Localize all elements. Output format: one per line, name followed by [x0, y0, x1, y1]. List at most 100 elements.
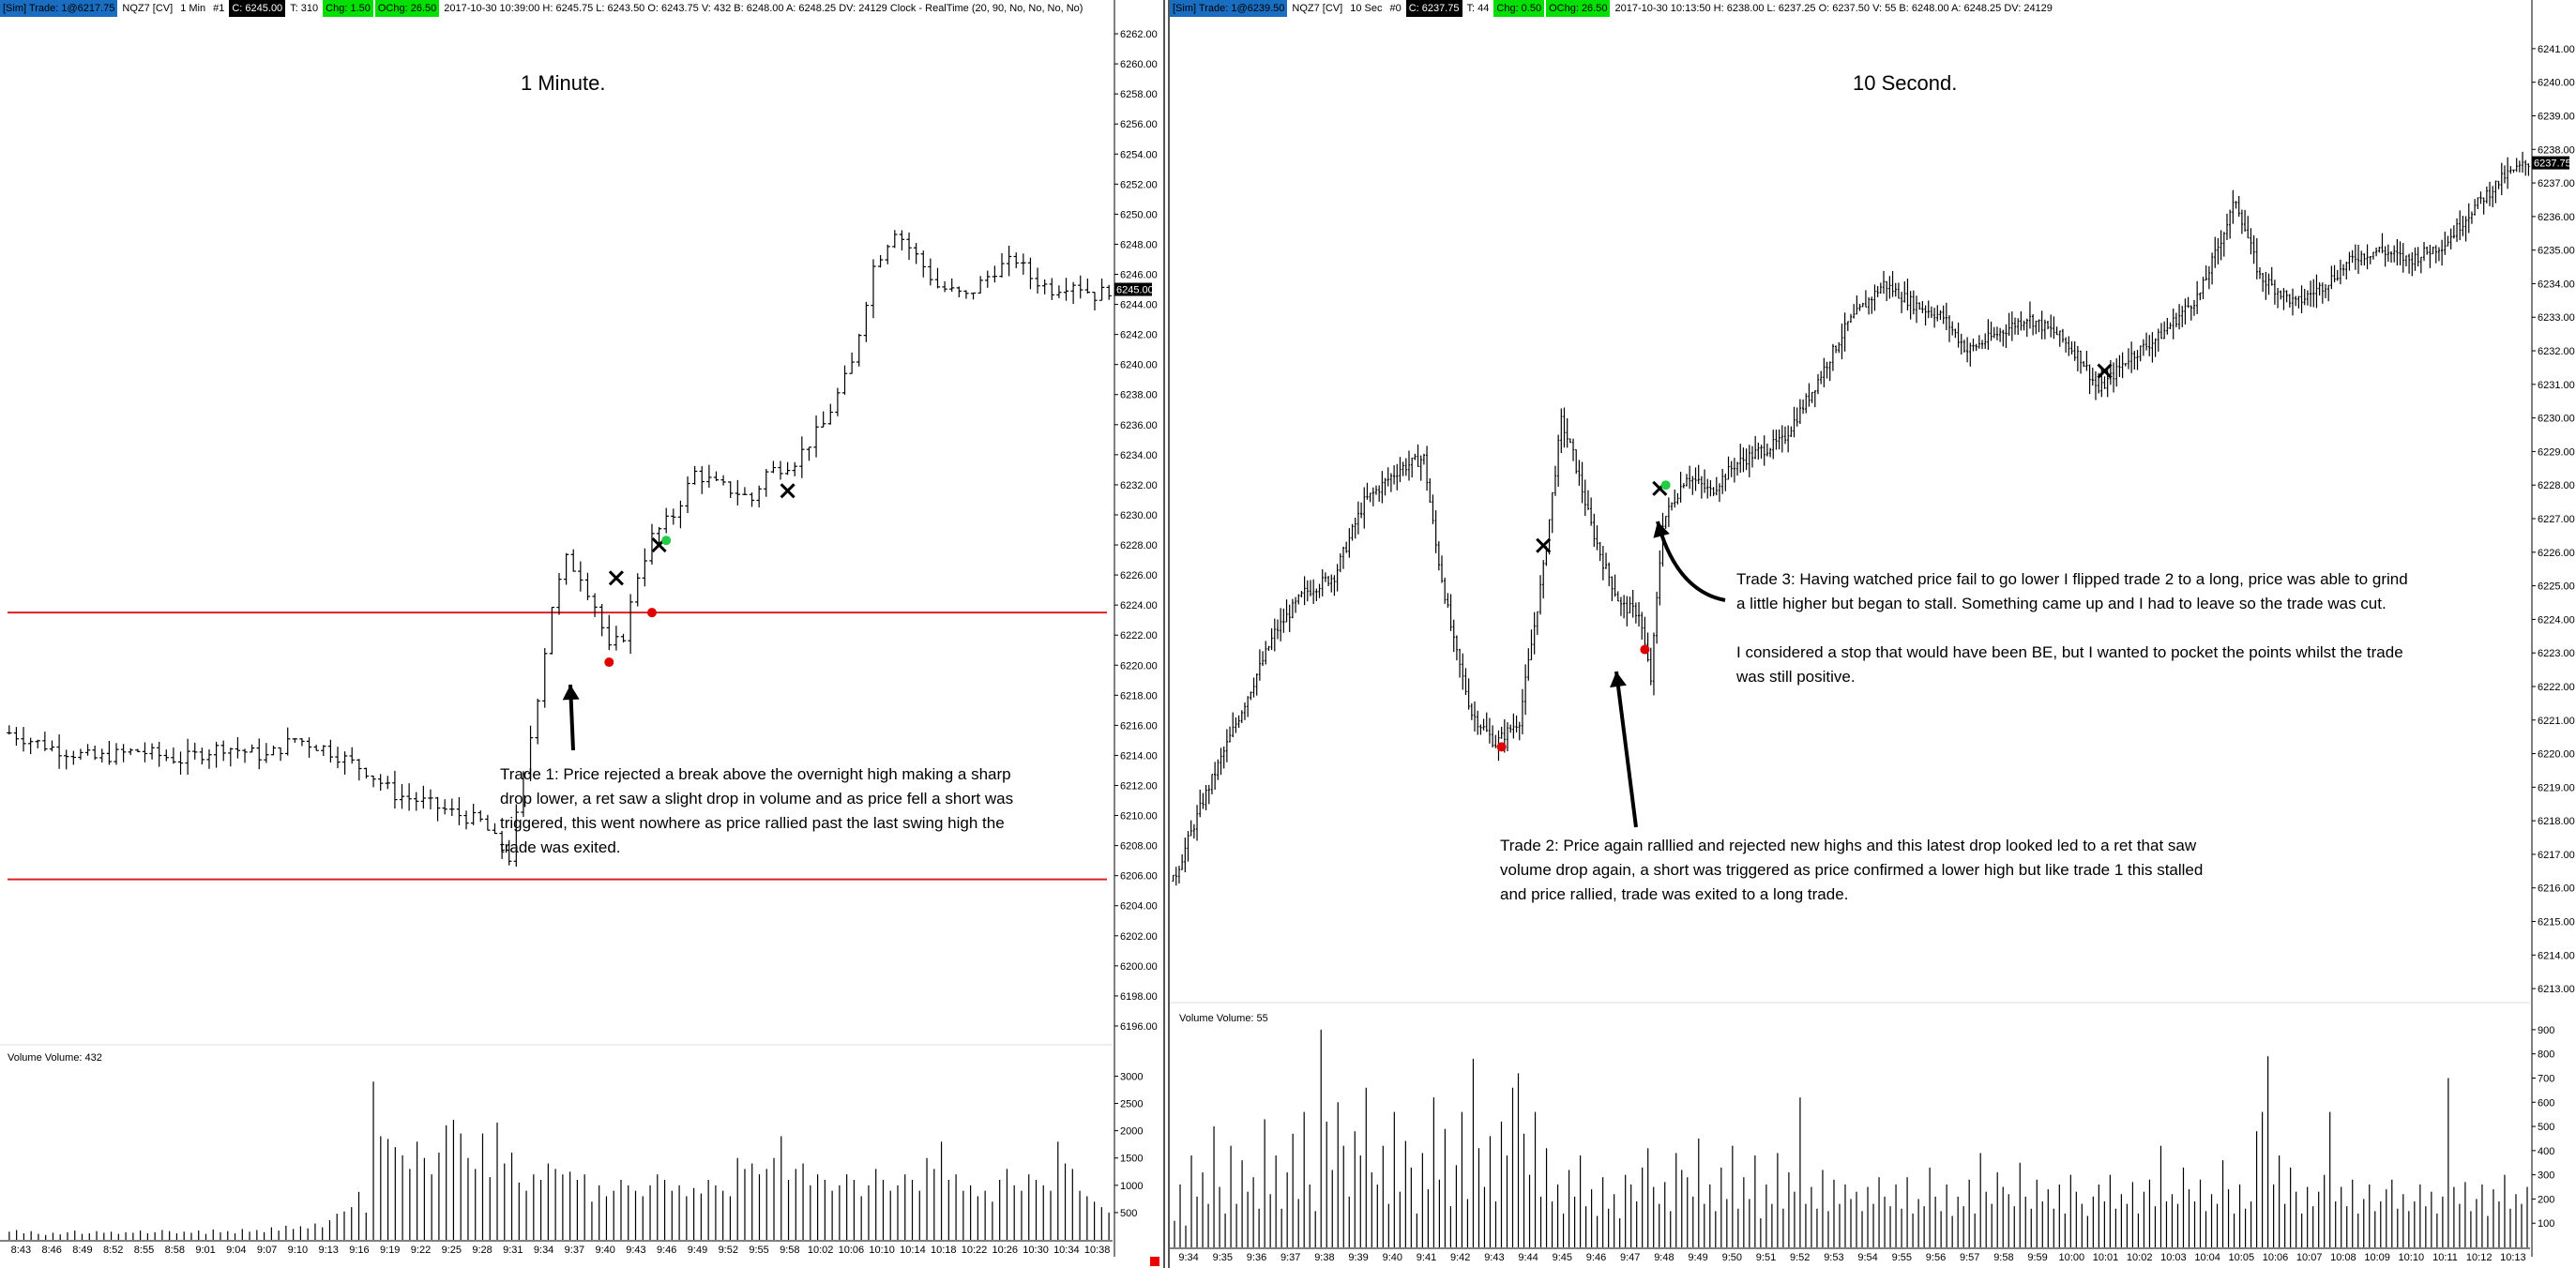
ohlc-bar	[1903, 280, 1906, 303]
ohlc-bar	[1641, 611, 1644, 640]
ohlc-bar	[213, 741, 220, 768]
ohlc-bar	[2488, 181, 2492, 206]
ohlc-bar	[2407, 253, 2411, 274]
price-tick-label: 6239.00	[2538, 111, 2575, 122]
ohlc-bar	[1419, 455, 1422, 481]
ohlc-bar	[1491, 725, 1494, 747]
chart-panel-10sec[interactable]: [Sim] Trade: 1@6239.50 NQZ7 [CV] 10 Sec #0 C…	[1170, 0, 2576, 1268]
ohlc-bar	[1748, 445, 1750, 477]
ohlc-bar	[2222, 232, 2225, 257]
ohlc-bar	[270, 746, 277, 756]
price-tick-label: 6248.00	[1120, 239, 1158, 250]
ohlc-bar	[428, 789, 433, 809]
time-tick-label: 8:52	[103, 1245, 123, 1256]
ohlc-bar	[1084, 278, 1091, 294]
chart-panel-1min[interactable]: [Sim] Trade: 1@6217.75 NQZ7 [CV] 1 Min #1 C:…	[0, 0, 1163, 1268]
price-chart-1min[interactable]: 6262.00 6260.00 6258.00 6256.00 6254.00 6252.…	[0, 0, 1163, 1268]
ohlc-bar	[2419, 256, 2422, 274]
time-tick-label: 9:40	[1383, 1252, 1402, 1263]
ohlc-bar	[2429, 244, 2432, 268]
ohlc-bar	[1440, 555, 1444, 583]
time-tick-label: 9:51	[1756, 1252, 1776, 1263]
ohlc-bar	[1273, 618, 1276, 652]
trade-3-note: Trade 3: Having watched price fail to go…	[1736, 570, 2408, 686]
ohlc-bar	[1192, 823, 1195, 839]
ohlc-bar	[1718, 483, 1721, 503]
ohlc-bar	[2303, 288, 2306, 306]
ohlc-bar	[2366, 244, 2369, 270]
ohlc-bar	[2321, 282, 2324, 304]
ohlc-bar	[2378, 247, 2381, 253]
ohlc-bar	[2142, 339, 2144, 356]
ohlc-bar	[1697, 464, 1700, 485]
ohlc-bar	[1345, 541, 1348, 553]
ohlc-bar	[1500, 726, 1503, 739]
ohlc-bar	[1939, 309, 1942, 320]
panel-divider[interactable]	[1163, 0, 1170, 1268]
ohlc-bar	[2127, 348, 2130, 370]
ohlc-bar	[1995, 326, 1999, 340]
ohlc-bar	[1199, 789, 1202, 818]
ohlc-bar	[1601, 546, 1604, 581]
ohlc-bar	[1243, 702, 1247, 720]
ohlc-bar	[456, 797, 462, 825]
entry-marker	[1496, 742, 1507, 752]
ohlc-bar	[1070, 281, 1076, 305]
volume-tick-label: 700	[2538, 1073, 2554, 1084]
ohlc-bar	[2474, 199, 2477, 216]
ohlc-bar	[1888, 276, 1891, 299]
price-chart-10sec[interactable]: 6241.00 6240.00 6239.00 6238.00 6237.00 6236.…	[1170, 0, 2576, 1268]
ohlc-bar	[1464, 668, 1467, 696]
ohlc-bar	[1856, 295, 1858, 315]
time-tick-label: 9:47	[1620, 1252, 1640, 1263]
ohlc-bar	[256, 738, 262, 770]
ohlc-bar	[1676, 492, 1679, 505]
ohlc-bar	[2500, 162, 2503, 196]
ohlc-bar	[1608, 562, 1611, 587]
price-tick-label: 6216.00	[1120, 720, 1158, 732]
ohlc-bar	[1280, 608, 1282, 642]
ohlc-bar	[1980, 340, 1984, 350]
time-tick-label: 10:06	[2263, 1252, 2289, 1263]
ohlc-bar	[942, 280, 947, 293]
ohlc-bar	[685, 476, 690, 514]
price-tick-label: 6262.00	[1120, 29, 1158, 40]
ohlc-bar	[1291, 598, 1295, 619]
chart-number: #1	[213, 3, 225, 14]
price-tick-label: 6221.00	[2538, 716, 2575, 727]
ohlc-bar	[691, 465, 698, 485]
ohlc-bar	[135, 748, 141, 753]
ohlc-bar	[2243, 209, 2247, 232]
price-tick-label: 6230.00	[2538, 414, 2575, 425]
time-tick-label: 8:58	[165, 1245, 185, 1256]
ohlc-bar	[2202, 277, 2205, 299]
ohlc-bar	[2144, 332, 2148, 351]
ohlc-bar	[1181, 853, 1184, 870]
ohlc-bar	[278, 747, 283, 762]
ohlc-bar	[1542, 560, 1545, 599]
time-tick-label: 9:52	[719, 1245, 738, 1256]
ohlc-bar	[2210, 252, 2214, 285]
ohlc-bar	[1853, 304, 1856, 319]
time-tick-label: 9:01	[195, 1245, 215, 1256]
ohlc-bar	[1341, 546, 1345, 569]
ohlc-bar	[1977, 335, 1980, 349]
ohlc-bar	[1321, 569, 1324, 596]
time-tick-label: 8:55	[134, 1245, 154, 1256]
price-tick-label: 6227.00	[2538, 514, 2575, 525]
ohlc-bar	[2336, 269, 2339, 281]
ohlc-bar	[1225, 729, 1228, 762]
ohlc-bar	[2270, 266, 2273, 286]
ohlc-bar	[2369, 256, 2371, 264]
ohlc-bar	[535, 698, 540, 745]
ohlc-bar	[949, 278, 955, 293]
ohlc-bar	[2371, 251, 2375, 260]
ohlc-bar	[649, 523, 655, 565]
time-tick-label: 10:08	[2330, 1252, 2356, 1263]
price-tick-label: 6214.00	[1120, 750, 1158, 762]
ohlc-bar	[2207, 265, 2211, 290]
ohlc-bar	[1488, 717, 1492, 744]
ohlc-bar	[2136, 349, 2139, 370]
ohlc-bar	[2214, 236, 2217, 268]
ohlc-bar	[1205, 784, 1207, 810]
